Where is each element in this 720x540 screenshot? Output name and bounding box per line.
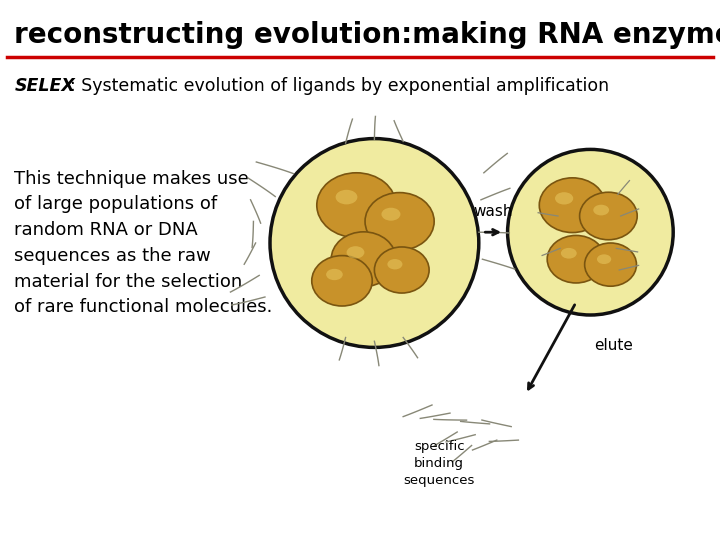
- Text: reconstructing evolution:making RNA enzymes: reconstructing evolution:making RNA enzy…: [14, 21, 720, 49]
- Ellipse shape: [331, 232, 396, 287]
- Text: specific
binding
sequences: specific binding sequences: [403, 440, 475, 487]
- Ellipse shape: [597, 254, 611, 264]
- Ellipse shape: [561, 248, 577, 259]
- Ellipse shape: [580, 192, 637, 240]
- Ellipse shape: [387, 259, 402, 269]
- Ellipse shape: [555, 192, 573, 205]
- Text: wash: wash: [474, 204, 513, 219]
- Ellipse shape: [508, 150, 673, 315]
- Ellipse shape: [539, 178, 606, 233]
- Ellipse shape: [270, 139, 479, 347]
- Ellipse shape: [382, 208, 400, 221]
- Ellipse shape: [312, 255, 372, 306]
- Ellipse shape: [336, 190, 357, 205]
- Ellipse shape: [593, 205, 609, 215]
- Ellipse shape: [365, 193, 434, 250]
- Ellipse shape: [547, 235, 605, 283]
- Text: elute: elute: [594, 338, 633, 353]
- Text: : Systematic evolution of ligands by exponential amplification: : Systematic evolution of ligands by exp…: [70, 77, 609, 96]
- Ellipse shape: [374, 247, 429, 293]
- Ellipse shape: [317, 173, 396, 238]
- Text: This technique makes use
of large populations of
random RNA or DNA
sequences as : This technique makes use of large popula…: [14, 170, 273, 316]
- Ellipse shape: [326, 269, 343, 280]
- Text: SELEX: SELEX: [14, 77, 75, 96]
- Ellipse shape: [346, 246, 364, 259]
- Ellipse shape: [585, 243, 636, 286]
